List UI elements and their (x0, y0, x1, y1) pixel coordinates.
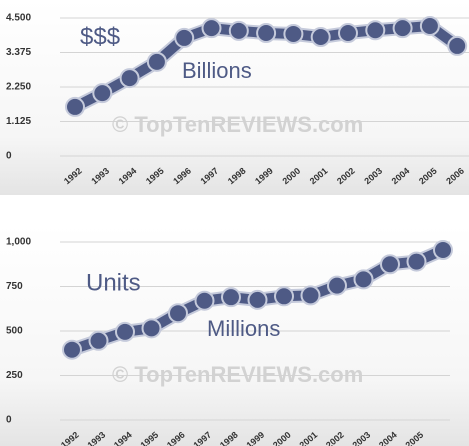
point (119, 68, 140, 89)
point (380, 254, 400, 275)
point (310, 27, 331, 48)
point (141, 318, 162, 339)
point (115, 321, 135, 342)
point (174, 27, 195, 48)
point (228, 20, 249, 41)
annotation: $$$ (80, 23, 120, 50)
annotation: Units (86, 269, 141, 296)
point (62, 339, 82, 360)
y-tick-label: 4.500 (6, 13, 31, 24)
point (433, 240, 453, 261)
y-tick-label: 0 (6, 415, 12, 426)
annotation: Billions (182, 58, 252, 83)
point (221, 287, 241, 308)
point (283, 23, 304, 44)
point (65, 96, 85, 117)
point (327, 275, 347, 296)
point (256, 23, 277, 44)
point (88, 330, 109, 351)
y-tick-label: 1.125 (6, 116, 31, 127)
watermark: © TopTenREVIEWS.com (112, 112, 363, 137)
point (392, 18, 413, 39)
y-tick-label: 1,000 (6, 237, 31, 248)
annotation: Millions (207, 316, 280, 341)
y-tick-label: 750 (6, 281, 23, 292)
point (146, 51, 167, 72)
y-tick-label: 0 (6, 151, 12, 162)
point (338, 23, 358, 44)
y-tick-label: 3.375 (6, 47, 31, 58)
point (201, 18, 222, 39)
y-tick-label: 250 (6, 370, 23, 381)
point (194, 290, 215, 311)
point (365, 20, 386, 41)
point (92, 83, 113, 104)
point (168, 303, 188, 324)
point (274, 286, 294, 307)
y-tick-label: 2.250 (6, 82, 31, 93)
point (353, 269, 374, 290)
point (447, 35, 468, 56)
point (419, 15, 440, 36)
point (247, 289, 268, 310)
point (300, 285, 321, 306)
y-tick-label: 500 (6, 326, 23, 337)
point (406, 251, 427, 272)
watermark: © TopTenREVIEWS.com (112, 362, 363, 387)
